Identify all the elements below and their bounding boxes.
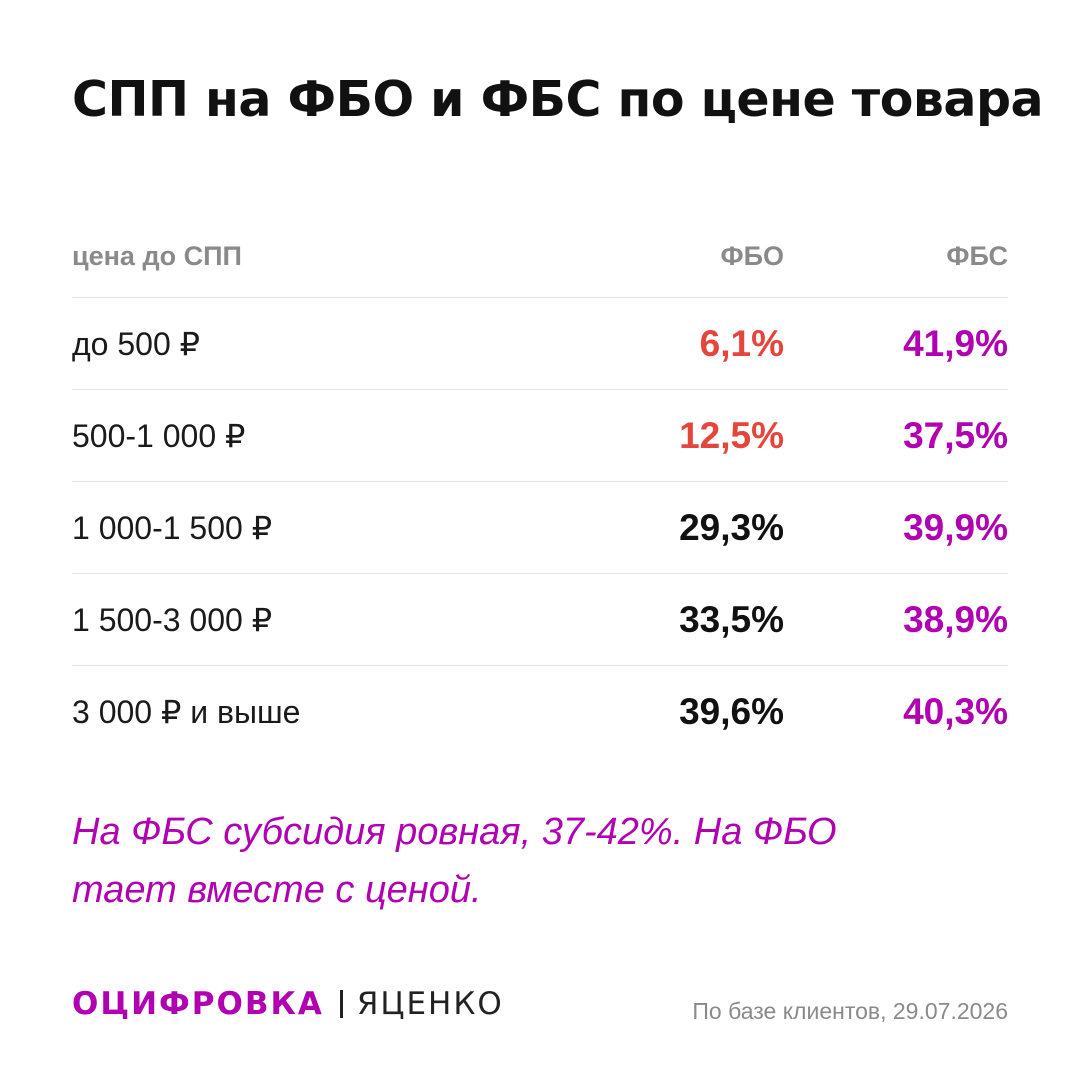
header-fbs: ФБС	[946, 240, 1008, 271]
price-range-cell: 500-1 000 ₽	[72, 417, 246, 454]
table-row: 500-1 000 ₽ 12,5% 37,5%	[72, 389, 1008, 481]
conclusion-line-2: тает вместе с ценой.	[72, 869, 482, 911]
price-range-cell: 1 500-3 000 ₽	[72, 601, 273, 638]
brand-logo: ОЦИФРОВКА ЯЦЕНКО	[72, 986, 504, 1022]
brand-author: ЯЦЕНКО	[356, 986, 504, 1022]
fbo-value-cell: 6,1%	[699, 322, 784, 364]
fbo-value-cell: 12,5%	[679, 414, 784, 456]
fbs-value-cell: 38,9%	[903, 598, 1008, 640]
brand-name: ОЦИФРОВКА	[72, 986, 324, 1022]
conclusion-note: На ФБС субсидия ровная, 37-42%. На ФБО т…	[72, 803, 1008, 919]
source-note: По базе клиентов, 29.07.2026	[692, 998, 1008, 1024]
fbo-value-cell: 33,5%	[679, 598, 784, 640]
page-title: СПП на ФБО и ФБС по цене товара	[72, 71, 1044, 128]
fbo-value-cell: 29,3%	[679, 506, 784, 548]
fbs-value-cell: 40,3%	[903, 690, 1008, 732]
table-header-row: цена до СПП ФБО ФБС	[72, 215, 1008, 297]
spp-table: цена до СПП ФБО ФБС до 500 ₽ 6,1% 41,9% …	[72, 215, 1008, 757]
price-range-cell: 1 000-1 500 ₽	[72, 509, 273, 546]
table-row: 1 000-1 500 ₽ 29,3% 39,9%	[72, 481, 1008, 573]
brand-divider	[339, 990, 343, 1018]
header-fbo: ФБО	[720, 240, 784, 271]
fbo-value-cell: 39,6%	[679, 690, 784, 732]
table-row: 1 500-3 000 ₽ 33,5% 38,9%	[72, 573, 1008, 665]
price-range-cell: до 500 ₽	[72, 325, 200, 362]
price-range-cell: 3 000 ₽ и выше	[72, 693, 301, 730]
fbs-value-cell: 41,9%	[903, 322, 1008, 364]
table-row: до 500 ₽ 6,1% 41,9%	[72, 297, 1008, 389]
conclusion-line-1: На ФБС субсидия ровная, 37-42%. На ФБО	[72, 811, 837, 853]
header-price: цена до СПП	[72, 240, 242, 271]
fbs-value-cell: 39,9%	[903, 506, 1008, 548]
table-row: 3 000 ₽ и выше 39,6% 40,3%	[72, 665, 1008, 757]
fbs-value-cell: 37,5%	[903, 414, 1008, 456]
